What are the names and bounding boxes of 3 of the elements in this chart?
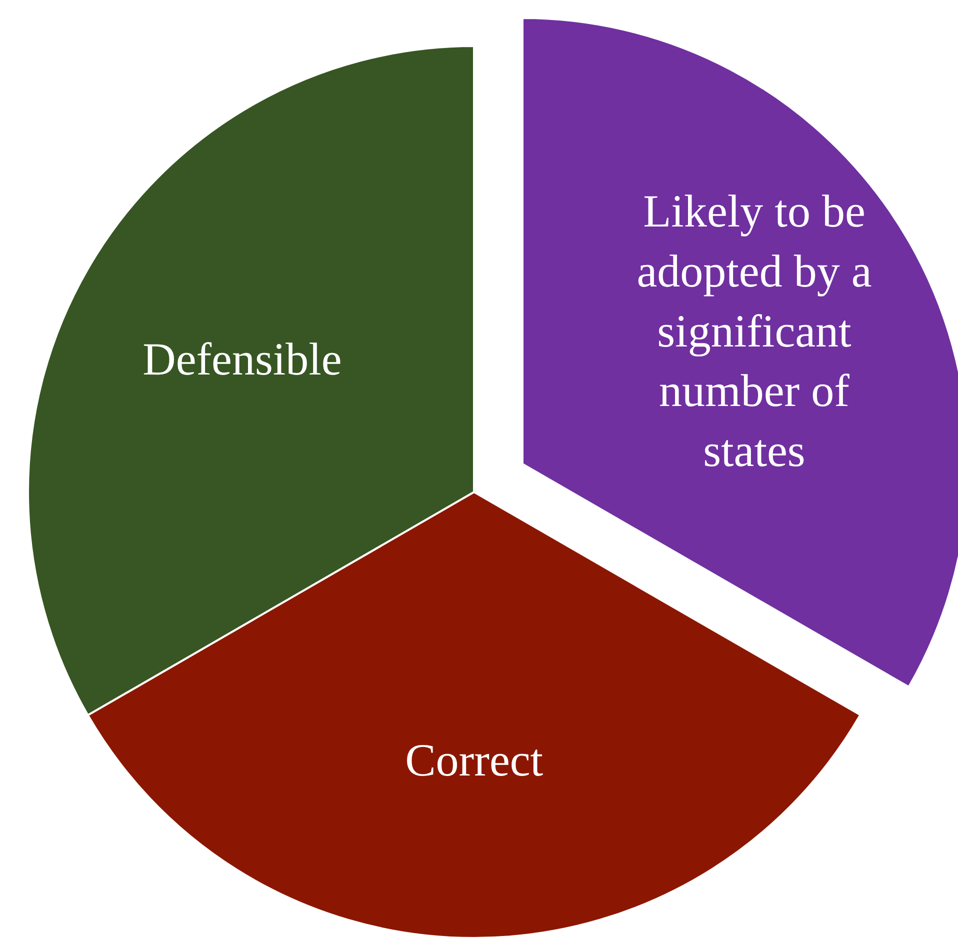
- slice-label: Likely to be adopted by a significant number of states: [636, 186, 872, 476]
- slice-label: Correct: [405, 734, 544, 786]
- slice-label: Defensible: [142, 333, 342, 384]
